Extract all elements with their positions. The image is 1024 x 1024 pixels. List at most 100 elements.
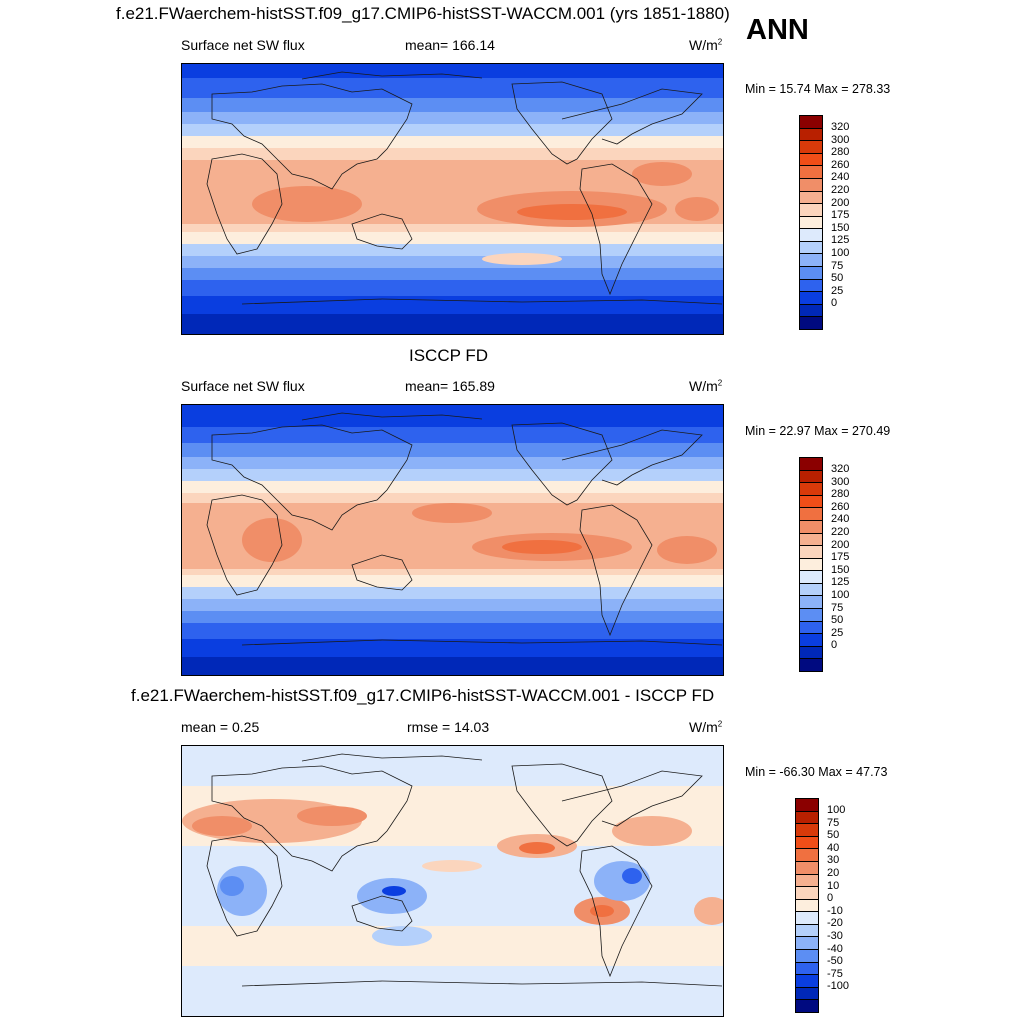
colorbar-cell: [795, 886, 819, 900]
variable-label: Surface net SW flux: [181, 378, 305, 394]
colorbar-cell: [799, 316, 823, 330]
colorbar-tick-label: 75: [831, 259, 844, 272]
colorbar-cell: [799, 494, 823, 509]
colorbar-cell: [799, 266, 823, 280]
colorbar-tick-label: -20: [827, 917, 843, 930]
map-panel-1: [181, 63, 724, 335]
colorbar-tick-label: 260: [831, 500, 850, 513]
colorbar-cell: [799, 240, 823, 255]
colorbar-cell: [795, 986, 819, 1001]
colorbar-tick-label: 30: [827, 854, 840, 867]
colorbar-tick-label: 200: [831, 538, 850, 551]
colorbar-tick-label: 320: [831, 121, 850, 134]
colorbar-cell: [799, 608, 823, 622]
colorbar-tick-label: 220: [831, 526, 850, 539]
colorbar-cell: [799, 469, 823, 484]
colorbar-tick-label: -10: [827, 904, 843, 917]
colorbar-tick-label: 300: [831, 133, 850, 146]
colorbar-cell: [799, 482, 823, 496]
colorbar-cell: [799, 140, 823, 154]
colorbar-cell: [799, 532, 823, 547]
colorbar-tick-label: 25: [831, 626, 844, 639]
colorbar-tick-label: 280: [831, 146, 850, 159]
colorbar-tick-label: 50: [827, 829, 840, 842]
colorbar-cell: [795, 798, 819, 812]
colorbar-tick-label: 20: [827, 867, 840, 880]
colorbar-tick-label: 100: [831, 246, 850, 259]
colorbar-cell: [799, 633, 823, 647]
colorbar-cell: [795, 823, 819, 837]
minmax-label: Min = 15.74 Max = 278.33: [745, 82, 891, 96]
map-panel-2: [181, 404, 724, 676]
colorbar-cell: [799, 303, 823, 318]
colorbar-tick-label: 75: [831, 601, 844, 614]
colorbar-cell: [795, 999, 819, 1013]
colorbar-cell: [799, 228, 823, 242]
colorbar-tick-label: -40: [827, 942, 843, 955]
colorbar-tick-label: 220: [831, 184, 850, 197]
sw-flux-diff-map: [182, 746, 723, 1016]
rmse-label: rmse = 14.03: [407, 719, 490, 735]
units-label: W/m2: [689, 37, 723, 53]
colorbar-tick-label: 280: [831, 488, 850, 501]
colorbar-tick-label: 50: [831, 272, 844, 285]
colorbar-cell: [799, 215, 823, 230]
colorbar-cell: [799, 190, 823, 205]
colorbar-cell: [799, 570, 823, 584]
colorbar-cell: [799, 582, 823, 597]
colorbar-cell: [799, 278, 823, 293]
colorbar-tick-label: 260: [831, 158, 850, 171]
colorbar-cell: [799, 595, 823, 610]
colorbar-cell: [795, 923, 819, 938]
colorbar-tick-label: 0: [831, 639, 838, 652]
colorbar-tick-label: 25: [831, 284, 844, 297]
colorbar-tick-label: -50: [827, 955, 843, 968]
mean-label: mean= 165.89: [405, 378, 495, 394]
colorbar-cell: [795, 898, 819, 913]
colorbar-cell: [799, 457, 823, 471]
colorbar-tick-label: 150: [831, 221, 850, 234]
colorbar-cell: [799, 152, 823, 167]
colorbar-cell: [799, 557, 823, 572]
colorbar-tick-label: 100: [831, 588, 850, 601]
minmax-label: Min = -66.30 Max = 47.73: [745, 765, 888, 779]
colorbar-tick-label: 200: [831, 196, 850, 209]
sw-flux-map: [182, 64, 723, 334]
units-label: W/m2: [689, 378, 723, 394]
colorbar-tick-label: 0: [827, 892, 834, 905]
colorbar-cell: [795, 961, 819, 976]
colorbar-cell: [799, 519, 823, 534]
colorbar-cell: [799, 115, 823, 129]
colorbar-cell: [795, 974, 819, 988]
colorbar-cell: [795, 949, 819, 963]
colorbar-tick-label: 320: [831, 463, 850, 476]
colorbar-cell: [795, 848, 819, 862]
colorbar-cell: [799, 545, 823, 559]
season-label: ANN: [746, 14, 809, 46]
colorbar-tick-label: 75: [827, 816, 840, 829]
colorbar-cell: [799, 620, 823, 635]
mean-label: mean = 0.25: [181, 719, 260, 735]
colorbar-tick-label: -75: [827, 967, 843, 980]
colorbar-tick-label: 175: [831, 551, 850, 564]
colorbar-cell: [799, 658, 823, 672]
sw-flux-map: [182, 405, 723, 675]
colorbar-cell: [799, 165, 823, 179]
panel-title: f.e21.FWaerchem-histSST.f09_g17.CMIP6-hi…: [116, 4, 730, 23]
colorbar-tick-label: -100: [827, 980, 850, 993]
map-panel-3: [181, 745, 724, 1017]
colorbar-1: 320 300 280 260 240 220 200 175 150 125 100 75 50 25 0: [799, 115, 879, 330]
colorbar-tick-label: 10: [827, 879, 840, 892]
colorbar-tick-label: -30: [827, 929, 843, 942]
panel-title: f.e21.FWaerchem-histSST.f09_g17.CMIP6-hi…: [131, 686, 715, 705]
colorbar-cell: [799, 127, 823, 142]
colorbar-cell: [795, 936, 819, 951]
colorbar-tick-label: 50: [831, 614, 844, 627]
colorbar-tick-label: 125: [831, 234, 850, 247]
colorbar-cell: [795, 873, 819, 888]
units-label: W/m2: [689, 719, 723, 735]
colorbar-tick-label: 175: [831, 209, 850, 222]
colorbar-cell: [795, 810, 819, 825]
colorbar-cell: [799, 645, 823, 660]
colorbar-3: 100 75 50 40 30 20 10 0 -10 -20 -30 -40 -50 -75 -100: [795, 798, 875, 1013]
